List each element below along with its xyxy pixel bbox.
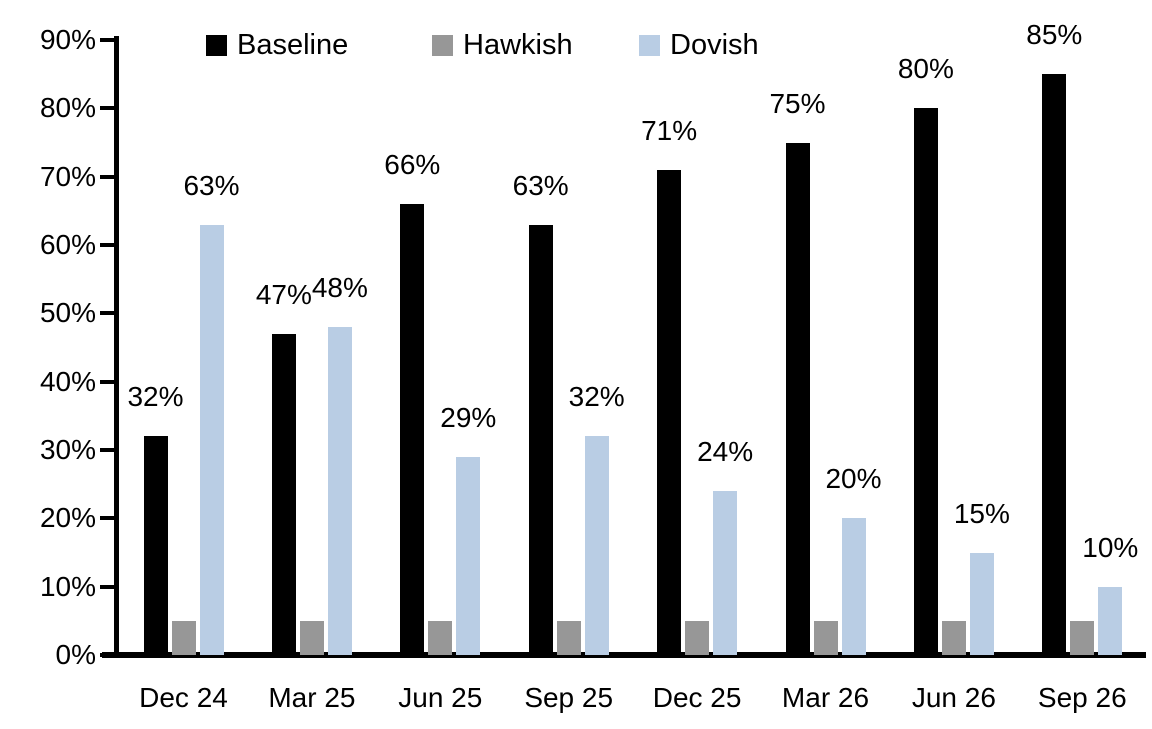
x-axis-category-label: Jun 25 bbox=[398, 682, 483, 713]
bar-hawkish bbox=[813, 620, 838, 655]
bar-value-label: 47% bbox=[255, 278, 312, 310]
bar-baseline bbox=[657, 169, 682, 655]
y-axis-tick bbox=[100, 653, 114, 657]
bar-value-label: 24% bbox=[697, 436, 754, 467]
x-axis-category-label: Mar 26 bbox=[781, 682, 870, 713]
bar-value-label: 63% bbox=[512, 169, 569, 201]
y-axis-tick-label: 0% bbox=[55, 639, 96, 670]
y-axis-tick-label: 70% bbox=[39, 160, 96, 192]
bar-value-label: 10% bbox=[1082, 531, 1139, 563]
y-axis-tick bbox=[100, 243, 114, 247]
bar-baseline bbox=[271, 333, 296, 655]
bar-dovish bbox=[713, 491, 738, 655]
y-axis-tick-label: 40% bbox=[39, 365, 96, 397]
bar-hawkish bbox=[556, 620, 581, 655]
y-axis-tick-label: 20% bbox=[39, 502, 96, 534]
y-axis-tick-label: 30% bbox=[39, 434, 96, 465]
y-axis-tick bbox=[100, 379, 114, 384]
bar-hawkish bbox=[941, 620, 966, 655]
y-axis-tick bbox=[100, 174, 114, 179]
y-axis-tick-label: 80% bbox=[39, 92, 96, 124]
bar-dovish bbox=[199, 224, 224, 655]
bar-baseline bbox=[143, 436, 168, 655]
legend-label: Baseline bbox=[237, 29, 349, 61]
bar-value-label: 32% bbox=[127, 381, 184, 413]
y-axis-line bbox=[114, 36, 119, 658]
bar-value-label: 85% bbox=[1026, 19, 1083, 51]
legend-swatch-baseline bbox=[206, 34, 227, 56]
bar-dovish bbox=[841, 518, 866, 655]
y-axis-tick bbox=[100, 516, 114, 521]
legend-label: Dovish bbox=[670, 29, 759, 61]
bar-value-label: 80% bbox=[897, 53, 954, 85]
legend-swatch-hawkish bbox=[432, 34, 453, 56]
y-axis-tick bbox=[100, 448, 114, 452]
y-axis-tick-label: 90% bbox=[39, 24, 96, 55]
y-axis-tick-label: 10% bbox=[39, 570, 96, 602]
bar-value-label: 71% bbox=[641, 114, 698, 146]
bar-value-label: 66% bbox=[384, 149, 441, 180]
bar-hawkish bbox=[171, 620, 196, 655]
bar-hawkish bbox=[299, 620, 324, 655]
bar-dovish bbox=[969, 552, 994, 655]
y-axis-tick bbox=[100, 38, 114, 42]
x-axis-category-label: Sep 25 bbox=[524, 682, 614, 713]
bar-value-label: 15% bbox=[953, 497, 1010, 529]
bar-baseline bbox=[528, 224, 553, 655]
bar-dovish bbox=[1098, 586, 1123, 655]
x-axis-category-label: Jun 26 bbox=[911, 682, 996, 713]
legend-item-hawkish: Hawkish bbox=[432, 30, 573, 60]
bar-hawkish bbox=[685, 620, 710, 655]
bar-value-label: 63% bbox=[183, 169, 240, 201]
bar-hawkish bbox=[428, 620, 453, 655]
bar-value-label: 48% bbox=[311, 272, 368, 303]
bar-value-label: 75% bbox=[769, 87, 826, 119]
x-axis-line bbox=[102, 652, 1146, 658]
legend-item-dovish: Dovish bbox=[639, 30, 759, 60]
x-axis-category-label: Mar 25 bbox=[268, 682, 356, 713]
legend-swatch-dovish bbox=[639, 34, 660, 56]
legend-label: Hawkish bbox=[463, 29, 573, 61]
bar-value-label: 32% bbox=[568, 381, 625, 413]
x-axis-category-label: Dec 24 bbox=[139, 682, 228, 713]
y-axis-tick-label: 60% bbox=[39, 229, 96, 260]
bar-baseline bbox=[785, 142, 810, 655]
bar-baseline bbox=[913, 108, 938, 655]
bar-baseline bbox=[400, 204, 425, 655]
legend-item-baseline: Baseline bbox=[206, 30, 348, 60]
bar-dovish bbox=[327, 327, 352, 655]
x-axis-category-label: Dec 25 bbox=[652, 682, 742, 713]
bar-dovish bbox=[456, 456, 481, 655]
x-axis-category-label: Sep 26 bbox=[1037, 682, 1127, 713]
bar-value-label: 20% bbox=[825, 463, 882, 495]
bar-dovish bbox=[584, 436, 609, 655]
y-axis-tick bbox=[100, 106, 114, 111]
y-axis-tick-label: 50% bbox=[39, 297, 96, 329]
bar-value-label: 29% bbox=[440, 401, 497, 433]
y-axis-tick bbox=[100, 584, 114, 589]
y-axis-tick bbox=[100, 311, 114, 316]
bar-baseline bbox=[1042, 74, 1067, 655]
bar-hawkish bbox=[1070, 620, 1095, 655]
